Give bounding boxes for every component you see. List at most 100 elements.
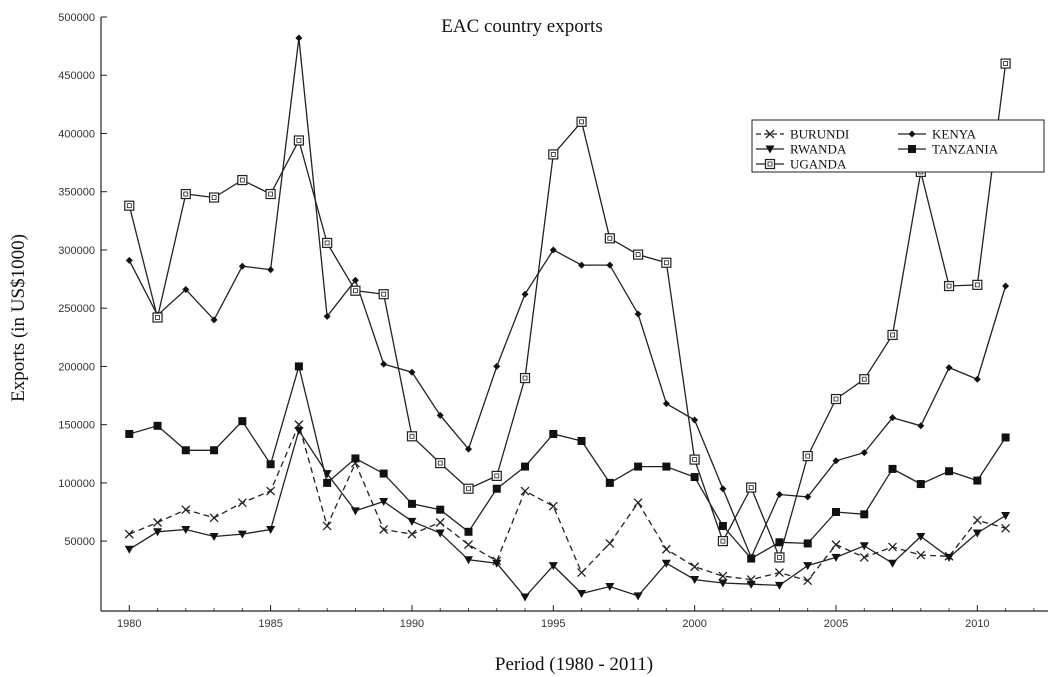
chart-title: EAC country exports xyxy=(441,16,602,37)
uganda-point xyxy=(1000,58,1011,69)
legend-item-uganda: UGANDA xyxy=(756,157,847,172)
uganda-point-inner xyxy=(268,191,274,197)
uganda-point xyxy=(633,249,644,260)
tanzania-point xyxy=(831,508,840,516)
kenya-point xyxy=(182,286,190,294)
uganda-point xyxy=(378,289,389,300)
uganda-point xyxy=(604,233,615,244)
kenya-point xyxy=(464,445,472,453)
tanzania-point xyxy=(407,499,416,508)
y-tick-label: 50000 xyxy=(64,536,95,548)
kenya-point xyxy=(521,290,529,298)
rwanda-point xyxy=(661,559,671,568)
kenya-point xyxy=(804,493,812,501)
burundi-point xyxy=(972,515,982,525)
burundi-point xyxy=(237,498,247,508)
legend: BURUNDI KENYA RWANDA TANZANIA UGANDA xyxy=(751,119,1045,173)
uganda-point xyxy=(293,135,304,146)
kenya-point xyxy=(238,262,246,270)
uganda-point-inner xyxy=(579,119,584,125)
uganda-point-inner xyxy=(239,177,245,183)
burundi-point xyxy=(379,525,389,534)
tanzania-point xyxy=(521,462,530,471)
burundi-point xyxy=(153,518,162,527)
rwanda-point xyxy=(237,530,247,539)
burundi-line xyxy=(129,422,1006,582)
burundi-point xyxy=(548,501,558,511)
uganda-point xyxy=(463,483,474,494)
y-axis-title: Exports (in US$1000) xyxy=(8,234,29,402)
legend-label-rwanda: RWANDA xyxy=(790,142,847,157)
legend-marker-uganda-inner xyxy=(767,161,773,167)
rwanda-point xyxy=(435,529,445,538)
tanzania-point xyxy=(153,421,162,430)
kenya-point xyxy=(606,261,614,269)
kenya-point xyxy=(775,491,783,499)
tanzania-point xyxy=(945,467,954,476)
uganda-point-inner xyxy=(974,282,980,288)
uganda-point xyxy=(576,116,587,127)
rwanda-point xyxy=(266,525,276,534)
burundi-point xyxy=(435,518,445,527)
uganda-point xyxy=(887,329,898,341)
x-axis-title: Period (1980 - 2011) xyxy=(495,654,653,675)
kenya-point xyxy=(436,411,444,419)
rwanda-point xyxy=(831,553,841,562)
tanzania-point xyxy=(266,460,275,469)
y-tick-label: 300000 xyxy=(58,245,95,257)
y-tick-label: 450000 xyxy=(58,70,95,82)
kenya-point xyxy=(634,310,642,318)
uganda-point xyxy=(322,237,333,249)
uganda-point-inner xyxy=(805,453,811,459)
kenya-point xyxy=(945,364,953,372)
rwanda-point xyxy=(803,562,813,571)
rwanda-point xyxy=(520,593,530,602)
rwanda-point xyxy=(492,559,502,568)
x-tick-label: 1980 xyxy=(117,618,141,630)
rwanda-point xyxy=(690,576,700,585)
kenya-point xyxy=(408,368,416,376)
tanzania-point xyxy=(634,462,643,471)
rwanda-point xyxy=(379,498,389,507)
rwanda-point xyxy=(1001,511,1011,520)
uganda-point xyxy=(802,450,813,462)
burundi-point xyxy=(266,486,276,496)
uganda-point xyxy=(124,200,135,211)
uganda-point xyxy=(689,454,700,465)
burundi-point xyxy=(888,542,897,552)
burundi-point xyxy=(209,513,219,523)
rwanda-point xyxy=(294,426,304,435)
kenya-point xyxy=(1002,282,1010,290)
burundi-point xyxy=(633,498,643,508)
legend-box xyxy=(751,119,1045,173)
uganda-point-inner xyxy=(155,315,160,320)
tanzania-point xyxy=(436,505,445,514)
burundi-point xyxy=(690,562,700,572)
burundi-point xyxy=(520,486,530,496)
tanzania-point xyxy=(351,454,360,463)
kenya-point xyxy=(832,457,840,465)
y-tick-label: 250000 xyxy=(58,303,95,315)
legend-label-tanzania: TANZANIA xyxy=(932,142,999,157)
rwanda-point xyxy=(944,553,954,562)
burundi-point xyxy=(577,568,587,578)
uganda-point xyxy=(208,192,220,203)
tanzania-point xyxy=(181,446,190,455)
tanzania-point xyxy=(916,480,925,489)
tanzania-point xyxy=(718,521,727,530)
rwanda-point xyxy=(774,581,784,590)
tanzania-point xyxy=(492,484,501,493)
burundi-point xyxy=(831,540,841,550)
kenya-point xyxy=(549,246,557,254)
uganda-point xyxy=(491,470,502,481)
uganda-point-inner xyxy=(522,375,528,381)
uganda-point xyxy=(548,149,559,160)
rwanda-point xyxy=(350,507,360,516)
y-tick-label: 200000 xyxy=(58,361,95,373)
kenya-point xyxy=(323,312,331,320)
burundi-point xyxy=(661,544,671,554)
tanzania-point xyxy=(549,429,558,438)
burundi-point xyxy=(1001,523,1011,533)
kenya-point xyxy=(125,256,133,264)
